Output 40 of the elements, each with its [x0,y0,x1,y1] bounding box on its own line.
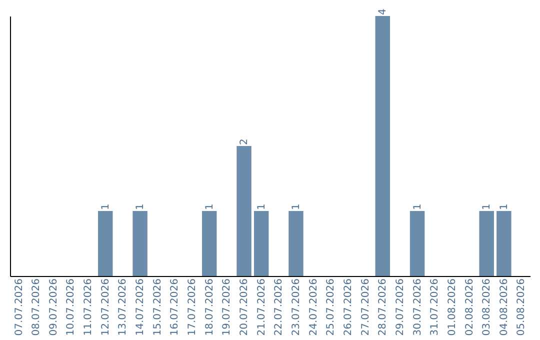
data-label: 1 [482,204,493,210]
x-tick-label: 09.07.2026 [48,278,60,336]
x-tick-label: 20.07.2026 [239,278,250,336]
data-label: 1 [290,204,302,210]
x-tick-label: 17.07.2026 [187,278,198,336]
x-tick-label: 13.07.2026 [118,278,129,336]
data-label: 1 [256,204,268,210]
x-tick-label: 28.07.2026 [378,278,389,336]
data-label: 1 [498,204,510,210]
x-tick-label: 12.07.2026 [100,278,112,336]
x-tick-label: 31.07.2026 [430,278,441,336]
x-tick-label: 03.08.2026 [482,278,493,336]
x-tick-label: 29.07.2026 [394,278,406,336]
x-tick-label: 16.07.2026 [170,278,181,336]
data-label: 1 [135,204,146,210]
x-tick-label: 10.07.2026 [66,278,77,336]
x-tick-label: 05.08.2026 [516,278,528,336]
x-tick-label: 19.07.2026 [222,278,233,336]
data-label: 2 [239,138,250,145]
x-tick-label: 27.07.2026 [360,278,372,336]
x-tick-label: 23.07.2026 [290,278,302,336]
x-tick-label: 11.07.2026 [83,278,94,336]
x-tick-label: 07.07.2026 [14,278,25,336]
x-tick-label: 18.07.2026 [204,278,216,336]
data-label: 1 [204,204,216,210]
data-label: 1 [100,204,112,210]
x-tick-label: 08.07.2026 [31,278,42,336]
x-tick-label: 22.07.2026 [274,278,285,336]
x-tick-label: 02.08.2026 [464,278,476,336]
x-tick-label: 01.08.2026 [446,278,458,336]
x-tick-label: 21.07.2026 [256,278,268,336]
x-tick-label: 25.07.2026 [326,278,337,336]
x-tick-label: 26.07.2026 [342,278,354,336]
data-label: 4 [378,8,389,15]
x-tick-label: 24.07.2026 [308,278,320,336]
x-tick-label: 04.08.2026 [498,278,510,336]
data-label: 1 [412,204,424,210]
x-tick-label: 14.07.2026 [135,278,146,336]
x-tick-label: 30.07.2026 [412,278,424,336]
x-tick-label: 15.07.2026 [152,278,164,336]
